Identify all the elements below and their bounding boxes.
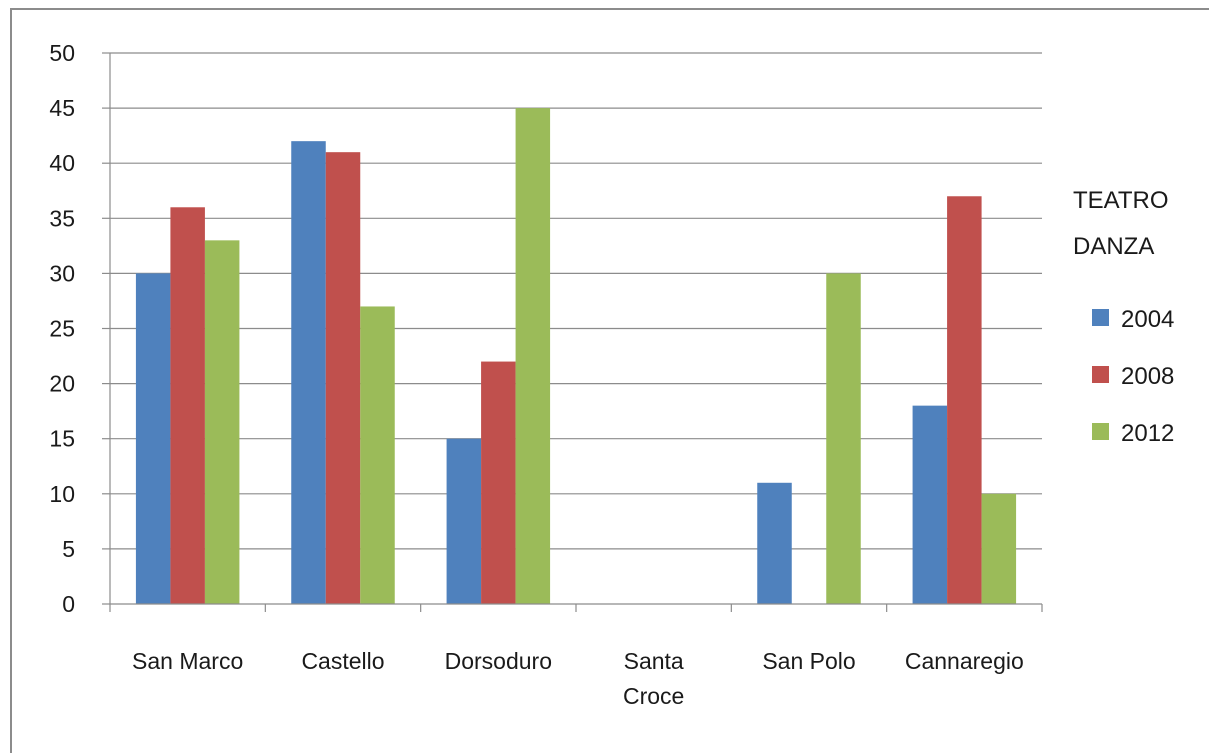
x-category-label: Santa xyxy=(624,648,684,674)
legend-label: 2008 xyxy=(1121,363,1174,390)
x-category-label: San Marco xyxy=(132,648,243,674)
bar-2004 xyxy=(135,273,171,604)
bar-2012 xyxy=(826,273,861,604)
gridlines xyxy=(110,52,1042,550)
bar-2004 xyxy=(291,141,326,604)
legend-swatch-2004 xyxy=(1092,309,1109,326)
legend-swatch-2008 xyxy=(1092,366,1109,383)
legend: TEATRO DANZA 2004 2008 2012 xyxy=(1073,187,1174,447)
axis-labels: 0 5 10 15 20 25 30 35 40 45 50 San Marco Castello Dor… xyxy=(49,40,1023,709)
y-tick-label: 10 xyxy=(49,481,75,507)
bar-2004 xyxy=(757,482,792,604)
x-category-label: Croce xyxy=(623,683,684,709)
bar-2008 xyxy=(170,207,205,604)
legend-label: 2012 xyxy=(1121,420,1174,447)
y-tick-label: 20 xyxy=(49,371,75,397)
x-category-label: Cannaregio xyxy=(905,648,1024,674)
bar-2012 xyxy=(360,306,395,604)
legend-title: DANZA xyxy=(1073,233,1154,260)
bar-2012 xyxy=(981,493,1017,604)
y-tick-label: 40 xyxy=(49,150,75,176)
legend-title: TEATRO xyxy=(1073,187,1169,214)
y-tick-label: 45 xyxy=(49,95,75,121)
bar-2004 xyxy=(912,405,948,604)
bar-2004 xyxy=(446,438,482,604)
legend-label: 2004 xyxy=(1121,306,1174,333)
bar-2008 xyxy=(325,152,361,604)
y-tick-label: 0 xyxy=(62,591,75,617)
bar-2012 xyxy=(515,108,551,604)
x-category-label: Castello xyxy=(301,648,384,674)
bar-2008 xyxy=(947,196,982,604)
y-tick-label: 25 xyxy=(49,316,75,342)
x-category-label: San Polo xyxy=(762,648,855,674)
y-tick-label: 50 xyxy=(49,40,75,66)
bar-2008 xyxy=(481,361,516,604)
legend-swatch-2012 xyxy=(1092,423,1109,440)
bars xyxy=(135,108,1017,604)
y-tick-label: 5 xyxy=(62,536,75,562)
y-tick-label: 30 xyxy=(49,260,75,286)
x-category-label: Dorsoduro xyxy=(445,648,552,674)
axes xyxy=(102,52,1043,612)
y-tick-label: 35 xyxy=(49,205,75,231)
bar-2012 xyxy=(204,240,240,604)
chart-frame xyxy=(10,8,1209,753)
y-tick-label: 15 xyxy=(49,426,75,452)
